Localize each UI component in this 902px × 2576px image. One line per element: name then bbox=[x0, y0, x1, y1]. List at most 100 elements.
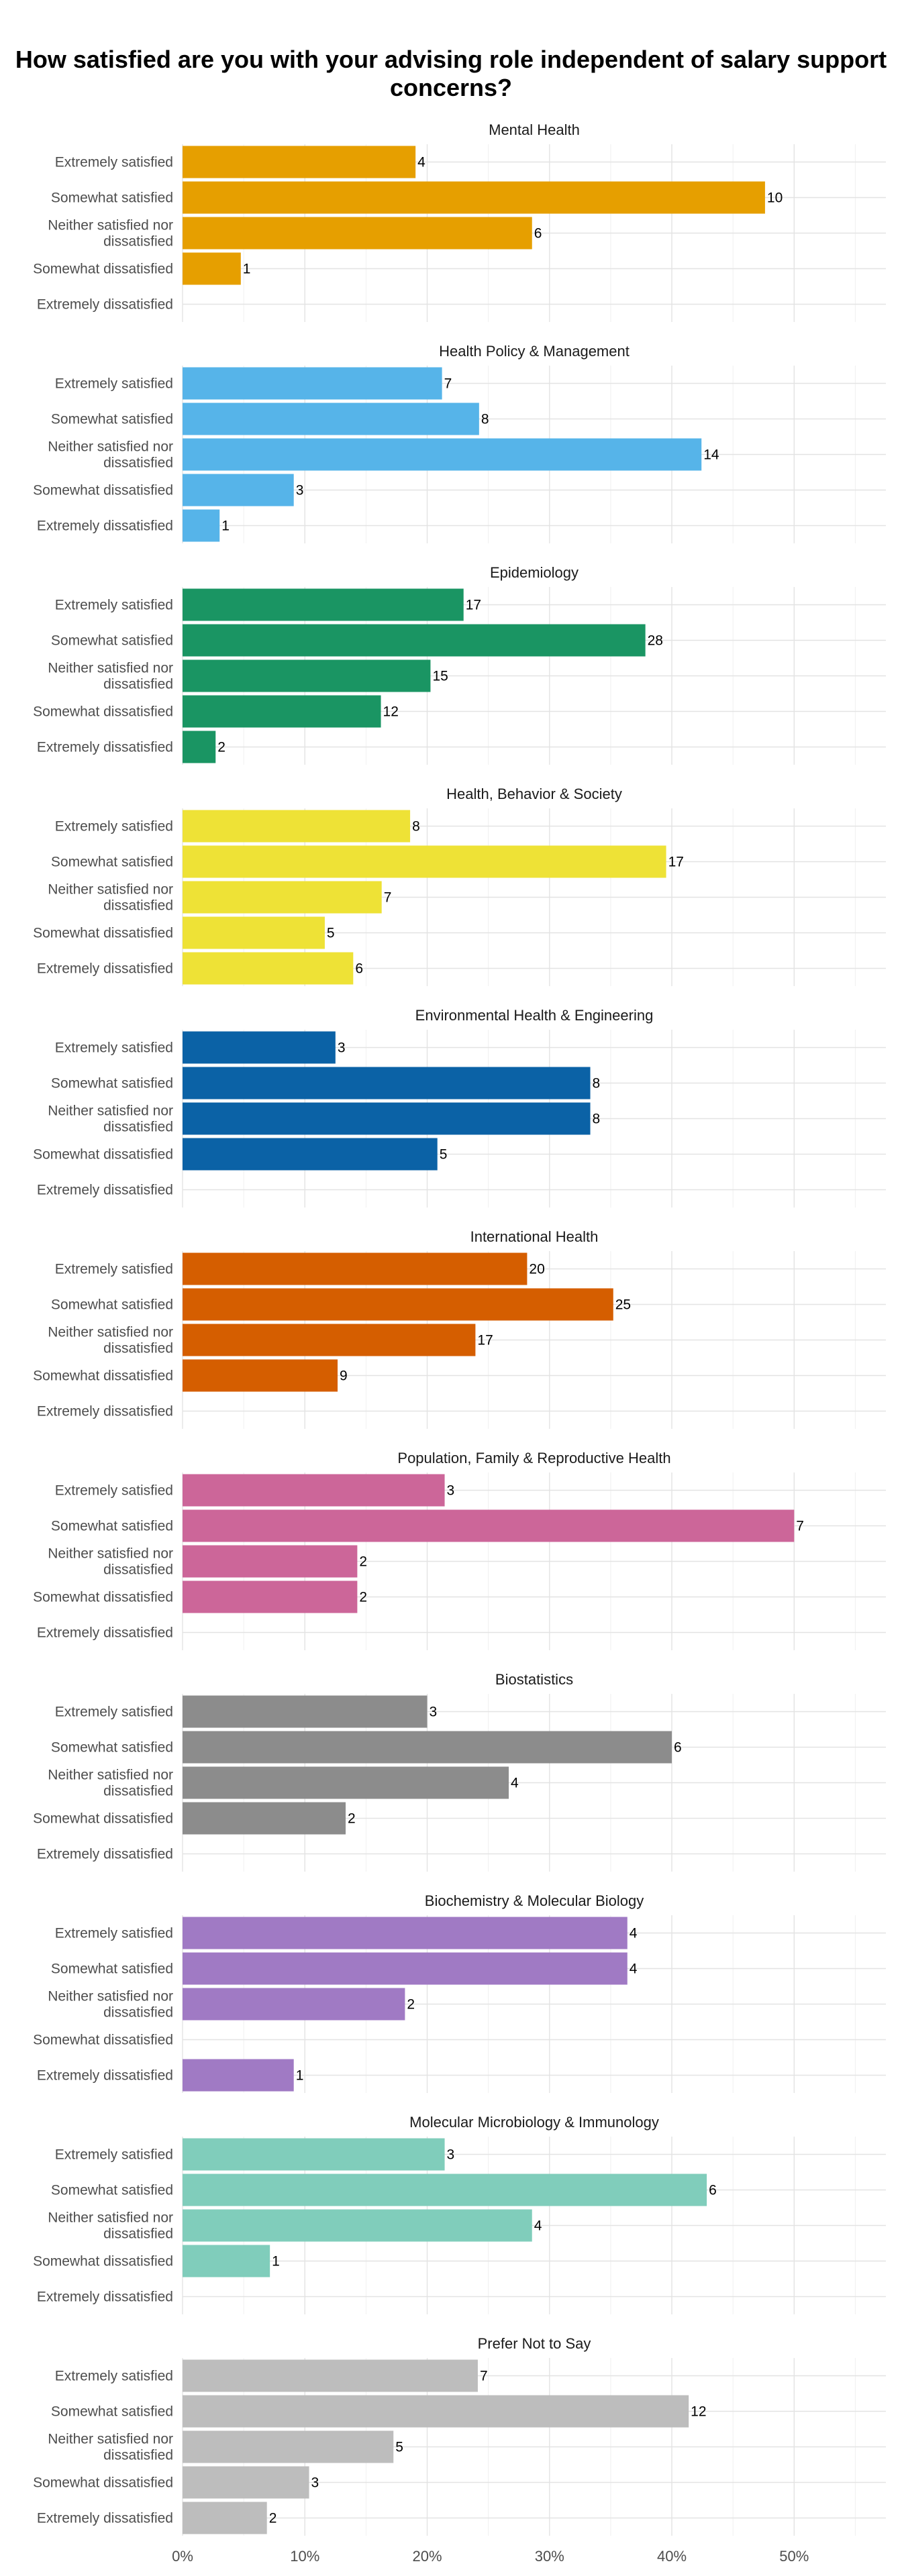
data-label: 3 bbox=[447, 1483, 455, 1499]
data-label: 28 bbox=[648, 633, 663, 649]
data-label: 6 bbox=[674, 1740, 682, 1756]
bar bbox=[183, 181, 765, 214]
category-label: Extremely satisfied bbox=[55, 819, 173, 835]
category-label: Somewhat satisfied bbox=[51, 855, 173, 870]
data-label: 5 bbox=[327, 926, 335, 941]
category-label: Somewhat satisfied bbox=[51, 412, 173, 427]
bar bbox=[183, 1138, 438, 1171]
category-label: Neither satisfied nor dissatisfied bbox=[48, 218, 173, 250]
bar bbox=[183, 1988, 405, 2021]
bar bbox=[183, 217, 532, 250]
bar bbox=[183, 588, 464, 621]
category-label: Somewhat dissatisfied bbox=[33, 1147, 173, 1163]
facet-title: Molecular Microbiology & Immunology bbox=[409, 2114, 659, 2131]
facet-title: Mental Health bbox=[489, 121, 580, 138]
data-label: 6 bbox=[709, 2183, 717, 2198]
category-label: Somewhat satisfied bbox=[51, 1519, 173, 1534]
bar bbox=[183, 1102, 591, 1135]
data-label: 3 bbox=[447, 2147, 455, 2163]
category-label: Extremely dissatisfied bbox=[37, 961, 173, 977]
bar bbox=[183, 402, 479, 435]
category-label: Extremely dissatisfied bbox=[37, 1625, 173, 1641]
bar bbox=[183, 2359, 478, 2392]
bar bbox=[183, 2138, 445, 2171]
bar bbox=[183, 2502, 267, 2534]
data-label: 17 bbox=[477, 1333, 493, 1348]
data-label: 1 bbox=[296, 2068, 304, 2084]
bar bbox=[183, 438, 702, 471]
bar bbox=[183, 1359, 338, 1392]
category-label: Neither satisfied nor dissatisfied bbox=[48, 1989, 173, 2021]
category-label: Extremely dissatisfied bbox=[37, 2511, 173, 2526]
category-label: Extremely dissatisfied bbox=[37, 2068, 173, 2084]
bar bbox=[183, 1766, 509, 1799]
data-label: 1 bbox=[243, 262, 251, 277]
category-label: Neither satisfied nor dissatisfied bbox=[48, 439, 173, 471]
bar bbox=[183, 659, 431, 692]
category-label: Neither satisfied nor dissatisfied bbox=[48, 1325, 173, 1356]
bar bbox=[183, 1288, 613, 1321]
data-label: 8 bbox=[412, 819, 420, 835]
facet-title: Biostatistics bbox=[495, 1671, 573, 1688]
data-label: 2 bbox=[359, 1554, 367, 1570]
facet-title: Biochemistry & Molecular Biology bbox=[425, 1892, 644, 1909]
bar bbox=[183, 1952, 628, 1985]
category-label: Extremely satisfied bbox=[55, 1483, 173, 1499]
data-label: 3 bbox=[296, 483, 304, 498]
facet-title: Epidemiology bbox=[490, 564, 579, 581]
data-label: 2 bbox=[269, 2511, 277, 2526]
data-label: 8 bbox=[481, 412, 489, 427]
category-label: Somewhat satisfied bbox=[51, 1962, 173, 1977]
category-label: Extremely dissatisfied bbox=[37, 2290, 173, 2305]
bar bbox=[183, 1324, 476, 1356]
x-tick-label: 20% bbox=[412, 2548, 442, 2565]
category-label: Extremely dissatisfied bbox=[37, 1183, 173, 1198]
bar bbox=[183, 1509, 795, 1542]
bar bbox=[183, 1695, 428, 1728]
data-label: 8 bbox=[593, 1112, 601, 1127]
data-label: 5 bbox=[440, 1147, 448, 1163]
data-label: 10 bbox=[767, 191, 783, 206]
data-label: 3 bbox=[430, 1705, 438, 1720]
bar bbox=[183, 695, 381, 728]
category-label: Extremely satisfied bbox=[55, 1262, 173, 1277]
category-label: Somewhat dissatisfied bbox=[33, 262, 173, 277]
category-label: Extremely dissatisfied bbox=[37, 1404, 173, 1419]
bar bbox=[183, 1580, 358, 1613]
bar bbox=[183, 474, 294, 506]
category-label: Somewhat dissatisfied bbox=[33, 926, 173, 941]
bar bbox=[183, 2174, 707, 2206]
data-label: 4 bbox=[417, 155, 425, 170]
bar bbox=[183, 1917, 628, 1949]
bar bbox=[183, 1802, 346, 1835]
category-label: Extremely satisfied bbox=[55, 376, 173, 392]
bar bbox=[183, 731, 216, 763]
category-label: Somewhat dissatisfied bbox=[33, 2475, 173, 2491]
bar bbox=[183, 2245, 270, 2277]
category-label: Somewhat satisfied bbox=[51, 1297, 173, 1313]
bar bbox=[183, 1031, 336, 1064]
x-tick-label: 0% bbox=[172, 2548, 193, 2565]
bar bbox=[183, 146, 416, 178]
data-label: 14 bbox=[703, 447, 719, 463]
data-label: 8 bbox=[593, 1076, 601, 1091]
data-label: 3 bbox=[311, 2475, 319, 2491]
data-label: 2 bbox=[407, 1997, 415, 2012]
category-label: Somewhat dissatisfied bbox=[33, 483, 173, 498]
data-label: 7 bbox=[444, 376, 452, 392]
category-label: Extremely dissatisfied bbox=[37, 1847, 173, 1862]
category-label: Neither satisfied nor dissatisfied bbox=[48, 1546, 173, 1578]
category-label: Somewhat satisfied bbox=[51, 2404, 173, 2420]
data-label: 4 bbox=[511, 1776, 519, 1791]
data-label: 4 bbox=[630, 1926, 638, 1941]
data-label: 7 bbox=[480, 2369, 488, 2384]
category-label: Extremely satisfied bbox=[55, 2369, 173, 2384]
bar bbox=[183, 509, 220, 542]
category-label: Neither satisfied nor dissatisfied bbox=[48, 1104, 173, 1135]
x-tick-label: 40% bbox=[657, 2548, 687, 2565]
chart-title: How satisfied are you with your advising… bbox=[15, 46, 887, 101]
category-label: Extremely satisfied bbox=[55, 1040, 173, 1056]
data-label: 4 bbox=[630, 1962, 638, 1977]
bar bbox=[183, 916, 325, 949]
category-label: Somewhat dissatisfied bbox=[33, 1368, 173, 1384]
